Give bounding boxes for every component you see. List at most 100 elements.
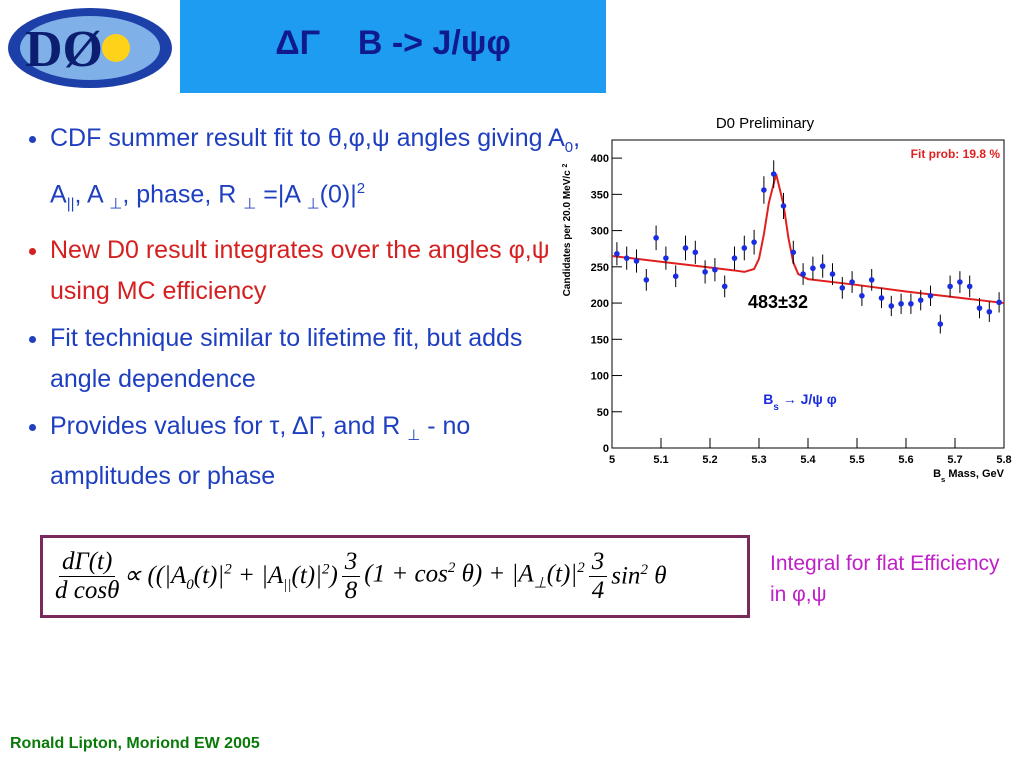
x-tick-label: 5.5 xyxy=(849,454,864,466)
text-run: CDF summer result fit to θ,φ,ψ angles gi… xyxy=(50,124,565,152)
data-point xyxy=(937,321,944,327)
equation-part: (1 + cos2 θ) + |A⊥(t)|2 xyxy=(364,560,584,592)
footer: Ronald Lipton, Moriond EW 2005 xyxy=(10,735,260,752)
data-point xyxy=(780,203,787,209)
data-point xyxy=(761,187,767,193)
x-tick-label: 5.2 xyxy=(702,454,717,466)
subscript: 0 xyxy=(186,576,194,593)
data-point xyxy=(986,308,993,315)
text-run: - no amplitudes or phase xyxy=(50,412,471,491)
data-point xyxy=(614,250,620,257)
text-run: Mass, GeV xyxy=(945,468,1004,480)
signal-yield: 483±32 xyxy=(748,292,808,312)
data-point xyxy=(888,303,895,309)
data-point xyxy=(917,297,924,303)
text-run: , A xyxy=(74,180,110,209)
superscript: 2 xyxy=(356,180,366,197)
x-tick-label: 5.8 xyxy=(996,454,1011,466)
superscript: 2 xyxy=(224,561,232,578)
side-note: Integral for flat Efficiency in φ,ψ xyxy=(770,552,1000,606)
slide-title: ΔΓ B -> J/ψφ xyxy=(275,24,511,62)
bullet: New D0 result integrates over the angles… xyxy=(50,230,590,312)
superscript: 2 xyxy=(321,561,330,578)
y-tick-label: 250 xyxy=(591,262,609,274)
y-tick-label: 0 xyxy=(603,443,609,455)
data-point xyxy=(976,305,983,311)
data-point xyxy=(790,249,797,256)
data-point xyxy=(712,266,718,273)
bullet: Provides values for τ, ΔΓ, and R ⊥ - no … xyxy=(50,406,590,497)
text-run: + |A xyxy=(231,561,284,589)
data-point xyxy=(996,299,1002,306)
y-tick-label: 150 xyxy=(591,334,609,346)
equation: dΓ(t) d cosθ ∝ ((|A0(t)|2 + |A||(t)|2) 3 8 (1… xyxy=(40,535,750,618)
numerator: 3 xyxy=(588,548,608,577)
data-point xyxy=(868,277,875,283)
text-run: θ xyxy=(647,562,667,590)
bullet-list: CDF summer result fit to θ,φ,ψ angles gi… xyxy=(22,118,590,503)
text-run: Provides values for τ, ΔΓ, and R xyxy=(50,412,408,441)
logo: DØ xyxy=(8,8,172,88)
x-tick-label: 5.1 xyxy=(653,454,668,466)
numerator: 3 xyxy=(341,548,361,577)
data-point xyxy=(751,239,757,245)
data-point xyxy=(819,263,826,269)
x-tick-label: 5.3 xyxy=(751,454,766,466)
data-point xyxy=(849,279,855,285)
text-run: , phase, R xyxy=(122,180,244,209)
text-run: θ) + |A xyxy=(455,560,534,588)
text-run: (t)| xyxy=(546,560,578,588)
data-point xyxy=(770,171,777,177)
logo-text: DØ xyxy=(25,21,103,78)
subscript: ⊥ xyxy=(533,575,547,592)
bullet: CDF summer result fit to θ,φ,ψ angles gi… xyxy=(50,118,590,224)
header: ΔΓ B -> J/ψφ xyxy=(180,0,606,93)
y-tick-label: 300 xyxy=(591,226,609,238)
bullet: Fit technique similar to lifetime fit, b… xyxy=(50,318,590,400)
x-tick-label: 5 xyxy=(609,454,615,466)
fraction: dΓ(t) d cosθ xyxy=(55,548,119,605)
logo-inner xyxy=(20,16,160,80)
denominator: 4 xyxy=(591,577,605,604)
x-tick-label: 5.6 xyxy=(898,454,913,466)
text-run: =|A xyxy=(256,180,307,209)
text-run: , A xyxy=(50,124,581,209)
data-point xyxy=(800,271,806,277)
data-point xyxy=(957,279,963,285)
text-run: New D0 result integrates over the angles… xyxy=(50,236,550,306)
y-tick-label: 200 xyxy=(591,298,609,310)
text-run: sin xyxy=(611,562,641,590)
superscript: 2 xyxy=(577,560,585,577)
text-run: (t)| xyxy=(291,561,322,589)
subscript: s xyxy=(941,475,945,484)
data-point xyxy=(692,249,699,256)
data-point xyxy=(810,265,816,272)
data-point xyxy=(741,245,748,251)
equation-part: sin2 θ xyxy=(611,562,666,590)
subscript: s xyxy=(773,402,779,413)
data-point xyxy=(672,273,679,280)
denominator: 8 xyxy=(344,577,358,604)
denominator: d cosθ xyxy=(55,577,120,604)
fit-curve xyxy=(611,173,1005,305)
subscript: || xyxy=(283,576,292,593)
logo-star xyxy=(102,34,130,62)
data-point xyxy=(702,269,708,275)
text-run: (0)| xyxy=(319,180,357,209)
chart-title: D0 Preliminary xyxy=(716,115,815,132)
data-point xyxy=(829,271,836,277)
x-axis-label: Bs Mass, GeV xyxy=(933,468,1005,484)
text-run: (t)| xyxy=(193,561,225,589)
data-point xyxy=(947,283,953,290)
data-point xyxy=(653,235,659,241)
equation-part: ∝ ((|A0(t)|2 + |A||(t)|2) xyxy=(123,560,337,594)
data-point xyxy=(898,300,904,307)
y-tick-label: 50 xyxy=(597,407,609,419)
data-point xyxy=(878,295,885,301)
superscript: 2 xyxy=(447,560,456,577)
data-point xyxy=(682,245,689,251)
y-tick-label: 350 xyxy=(591,189,609,201)
